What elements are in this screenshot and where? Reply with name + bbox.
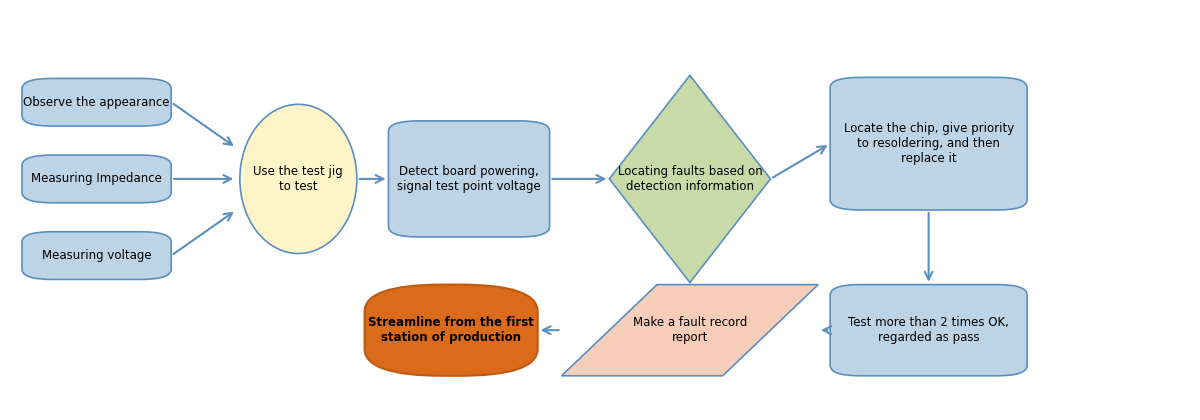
FancyBboxPatch shape [22, 232, 172, 279]
Ellipse shape [240, 104, 356, 254]
FancyBboxPatch shape [22, 155, 172, 203]
Text: Test more than 2 times OK,
regarded as pass: Test more than 2 times OK, regarded as p… [848, 316, 1009, 344]
Text: Make a fault record
report: Make a fault record report [632, 316, 748, 344]
Text: Locating faults based on
detection information: Locating faults based on detection infor… [618, 165, 762, 193]
FancyBboxPatch shape [830, 285, 1027, 376]
Polygon shape [610, 75, 770, 283]
FancyBboxPatch shape [365, 285, 538, 376]
Text: Use the test jig
to test: Use the test jig to test [253, 165, 343, 193]
FancyBboxPatch shape [389, 121, 550, 237]
Text: Locate the chip, give priority
to resoldering, and then
replace it: Locate the chip, give priority to resold… [844, 122, 1014, 165]
Polygon shape [562, 285, 818, 376]
Text: Measuring voltage: Measuring voltage [42, 249, 151, 262]
Text: Observe the appearance: Observe the appearance [23, 96, 170, 109]
Text: Streamline from the first
station of production: Streamline from the first station of pro… [368, 316, 534, 344]
Text: Measuring Impedance: Measuring Impedance [31, 173, 162, 185]
FancyBboxPatch shape [22, 79, 172, 126]
FancyBboxPatch shape [830, 77, 1027, 210]
Text: Detect board powering,
signal test point voltage: Detect board powering, signal test point… [397, 165, 541, 193]
